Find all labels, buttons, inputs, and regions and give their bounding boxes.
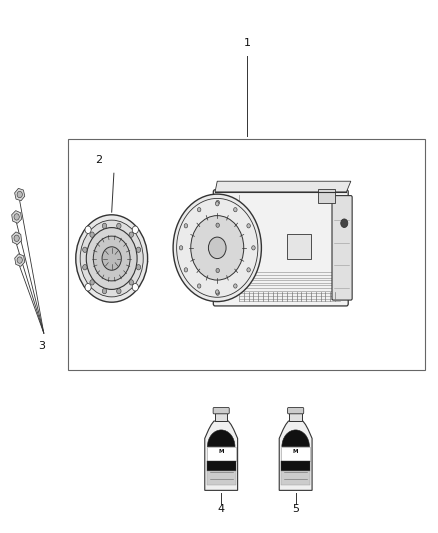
Bar (281, 471, 310, 485)
FancyBboxPatch shape (213, 408, 229, 414)
Circle shape (14, 235, 19, 241)
Circle shape (83, 247, 87, 253)
Circle shape (90, 232, 94, 237)
Circle shape (80, 220, 143, 297)
Circle shape (216, 223, 219, 227)
Polygon shape (279, 421, 312, 490)
Circle shape (132, 226, 138, 233)
Circle shape (17, 191, 22, 198)
Circle shape (83, 264, 87, 270)
Circle shape (86, 228, 137, 289)
Bar (281, 461, 310, 471)
Bar (290, 413, 302, 421)
Bar (207, 447, 236, 461)
Circle shape (216, 269, 219, 273)
Bar (287, 235, 311, 259)
Circle shape (216, 291, 219, 295)
Circle shape (129, 232, 134, 237)
Text: M: M (293, 449, 298, 455)
Circle shape (102, 288, 107, 294)
Text: 1: 1 (244, 38, 251, 48)
Polygon shape (14, 188, 25, 201)
Circle shape (136, 264, 141, 270)
Circle shape (117, 223, 121, 229)
Circle shape (247, 224, 251, 228)
FancyBboxPatch shape (288, 408, 304, 414)
Wedge shape (282, 430, 309, 447)
Circle shape (136, 247, 141, 253)
Bar (281, 447, 310, 461)
Circle shape (102, 247, 121, 270)
FancyBboxPatch shape (332, 196, 352, 300)
Circle shape (233, 207, 237, 212)
Circle shape (102, 223, 107, 229)
Circle shape (129, 280, 134, 285)
Circle shape (90, 280, 94, 285)
Bar (215, 413, 227, 421)
Circle shape (215, 201, 219, 206)
Circle shape (184, 224, 187, 228)
Text: 3: 3 (38, 341, 45, 351)
Circle shape (85, 226, 91, 233)
Circle shape (216, 246, 219, 250)
Circle shape (233, 284, 237, 288)
Bar (68, 139, 425, 370)
Circle shape (85, 284, 91, 291)
Circle shape (184, 268, 187, 272)
Circle shape (93, 236, 130, 281)
Circle shape (117, 288, 121, 294)
Bar (207, 461, 236, 471)
Text: 5: 5 (292, 504, 299, 514)
Circle shape (341, 219, 348, 228)
Circle shape (173, 194, 261, 302)
Text: 4: 4 (218, 504, 225, 514)
Polygon shape (205, 421, 237, 490)
Polygon shape (12, 211, 21, 223)
Text: 2: 2 (95, 155, 102, 165)
Polygon shape (215, 181, 351, 192)
Circle shape (247, 268, 251, 272)
Circle shape (14, 214, 19, 220)
Circle shape (252, 246, 255, 250)
Circle shape (198, 207, 201, 212)
Text: M: M (219, 449, 224, 455)
Circle shape (198, 284, 201, 288)
Polygon shape (12, 232, 21, 245)
Polygon shape (15, 254, 25, 266)
Circle shape (216, 200, 219, 205)
Circle shape (132, 284, 138, 291)
Circle shape (191, 216, 244, 280)
Wedge shape (208, 430, 235, 447)
Bar (318, 189, 335, 203)
Circle shape (179, 246, 183, 250)
Bar (207, 471, 236, 485)
Circle shape (215, 290, 219, 294)
FancyBboxPatch shape (213, 190, 348, 306)
Circle shape (17, 257, 22, 263)
Circle shape (76, 215, 148, 302)
Circle shape (208, 237, 226, 259)
